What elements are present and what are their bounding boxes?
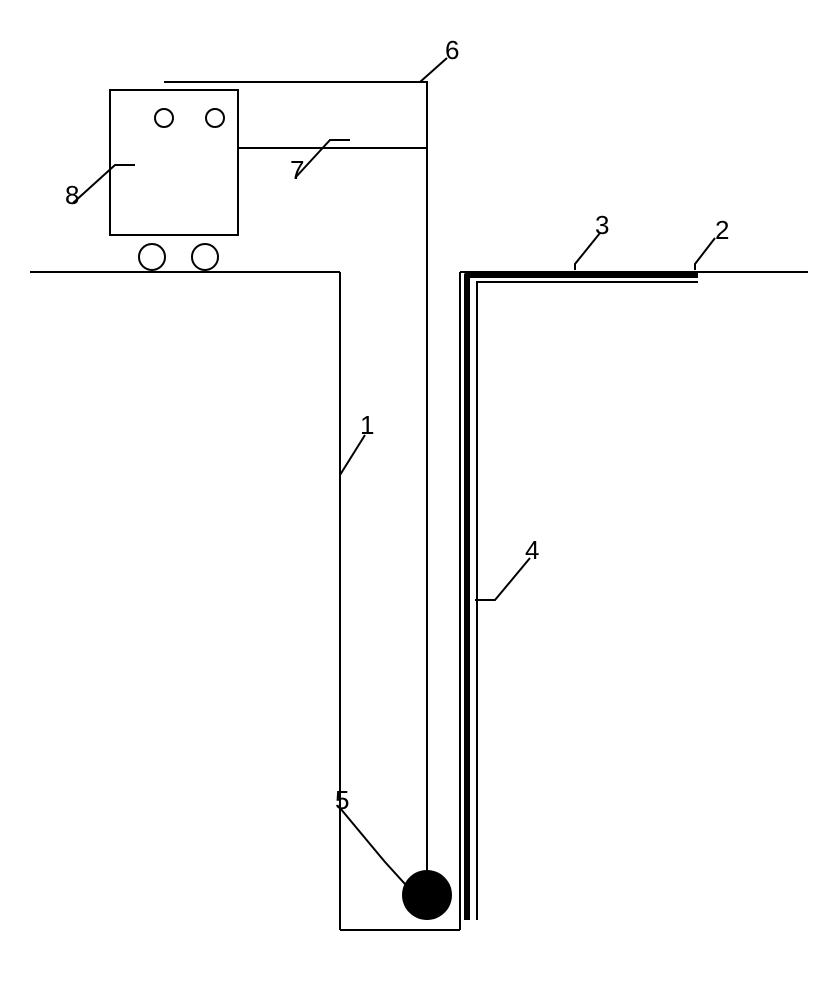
label-8: 8 (65, 180, 79, 211)
label-4: 4 (525, 535, 539, 566)
label-2: 2 (715, 215, 729, 246)
label-1: 1 (360, 410, 374, 441)
label-5: 5 (335, 785, 349, 816)
label-7: 7 (290, 155, 304, 186)
label-3: 3 (595, 210, 609, 241)
label-6: 6 (445, 35, 459, 66)
schematic-diagram (0, 0, 838, 1000)
